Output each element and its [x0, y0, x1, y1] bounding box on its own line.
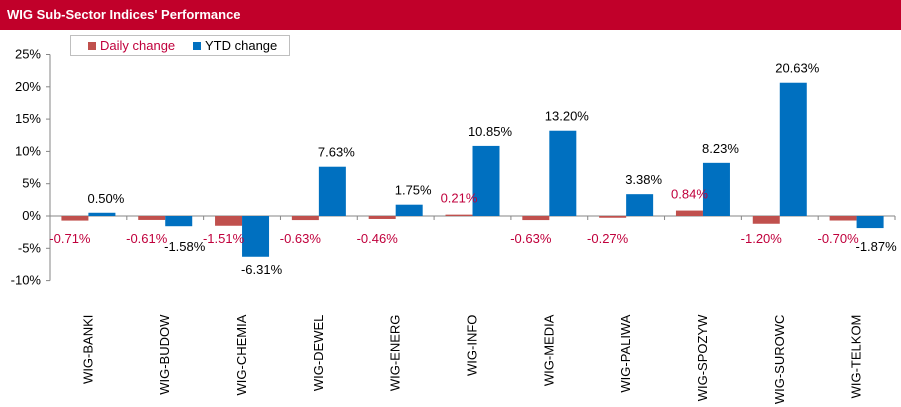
y-tick-label: -10% — [11, 273, 42, 288]
chart-title: WIG Sub-Sector Indices' Performance — [7, 7, 241, 22]
category-label: WIG-BUDOW — [157, 314, 172, 395]
data-label-daily: -0.27% — [587, 231, 629, 246]
legend-label-ytd: YTD change — [205, 38, 278, 53]
bar-daily — [215, 216, 243, 226]
bar-daily — [368, 216, 396, 219]
data-label-ytd: -1.87% — [855, 239, 897, 254]
bar-ytd — [318, 166, 346, 216]
bar-ytd — [856, 216, 884, 229]
y-tick-label: 0% — [22, 208, 41, 223]
data-label-ytd: 1.75% — [395, 183, 432, 198]
y-tick-label: 10% — [15, 143, 41, 158]
category-label: WIG-DEWEL — [311, 315, 326, 392]
bar-ytd — [472, 145, 500, 216]
bar-daily — [675, 210, 703, 216]
bar-daily — [445, 214, 473, 216]
data-label-ytd: 7.63% — [318, 145, 355, 160]
y-tick-label: 20% — [15, 79, 41, 94]
data-label-daily: -0.71% — [49, 231, 91, 246]
category-label: WIG-PALIWA — [618, 314, 633, 392]
category-label: WIG-CHEMIA — [234, 314, 249, 395]
chart-legend: Daily change YTD change — [70, 35, 290, 56]
bar-daily — [829, 216, 857, 221]
data-label-daily: -0.63% — [510, 231, 552, 246]
legend-swatch-ytd — [193, 42, 201, 50]
bar-daily — [599, 216, 627, 218]
bar-daily — [752, 216, 780, 224]
y-tick-label: 5% — [22, 176, 41, 191]
category-label: WIG-BANKI — [80, 315, 95, 384]
bar-ytd — [702, 162, 730, 216]
data-label-daily: -0.46% — [357, 231, 399, 246]
data-label-daily: -0.70% — [817, 231, 859, 246]
data-label-ytd: 13.20% — [545, 109, 590, 124]
category-label: WIG-SPOZYW — [695, 314, 710, 401]
bar-daily — [291, 216, 319, 221]
category-label: WIG-INFO — [465, 315, 480, 376]
y-tick-label: -5% — [18, 240, 42, 255]
bar-ytd — [395, 204, 423, 216]
data-label-ytd: 3.38% — [625, 172, 662, 187]
data-label-ytd: 0.50% — [87, 191, 124, 206]
data-label-ytd: 10.85% — [468, 124, 513, 139]
data-label-daily: -0.61% — [126, 231, 168, 246]
bar-ytd — [88, 212, 116, 216]
data-label-ytd: -6.31% — [241, 262, 283, 277]
data-label-daily: 0.84% — [671, 187, 708, 202]
legend-label-daily: Daily change — [100, 38, 176, 53]
category-label: WIG-SUROWC — [772, 315, 787, 405]
data-label-ytd: 8.23% — [702, 141, 739, 156]
data-label-daily: -1.20% — [741, 231, 783, 246]
chart-plot: -10% -5% 0% 5% 10% 15% 20% 25% -0.71% 0.50% WIG-BA… — [11, 47, 897, 405]
data-label-daily: -0.63% — [280, 231, 322, 246]
bar-daily — [522, 216, 550, 221]
category-label: WIG-MEDIA — [541, 314, 556, 386]
y-tick-label: 25% — [15, 47, 41, 62]
bar-ytd — [779, 82, 807, 217]
bar-ytd — [165, 216, 193, 227]
bar-ytd — [549, 130, 577, 216]
category-label: WIG-ENERG — [388, 315, 403, 392]
bar-daily — [138, 216, 166, 220]
category-label: WIG-TELKOM — [849, 315, 864, 399]
bar-ytd — [242, 216, 270, 257]
data-label-daily: 0.21% — [441, 191, 478, 206]
bar-daily — [61, 216, 89, 221]
chart-title-bar: WIG Sub-Sector Indices' Performance — [0, 0, 901, 30]
bar-ytd — [626, 194, 654, 216]
legend-swatch-daily — [88, 42, 96, 50]
data-label-ytd: -1.58% — [164, 239, 206, 254]
data-label-daily: -1.51% — [203, 231, 245, 246]
data-label-ytd: 20.63% — [775, 61, 820, 76]
y-tick-label: 15% — [15, 111, 41, 126]
